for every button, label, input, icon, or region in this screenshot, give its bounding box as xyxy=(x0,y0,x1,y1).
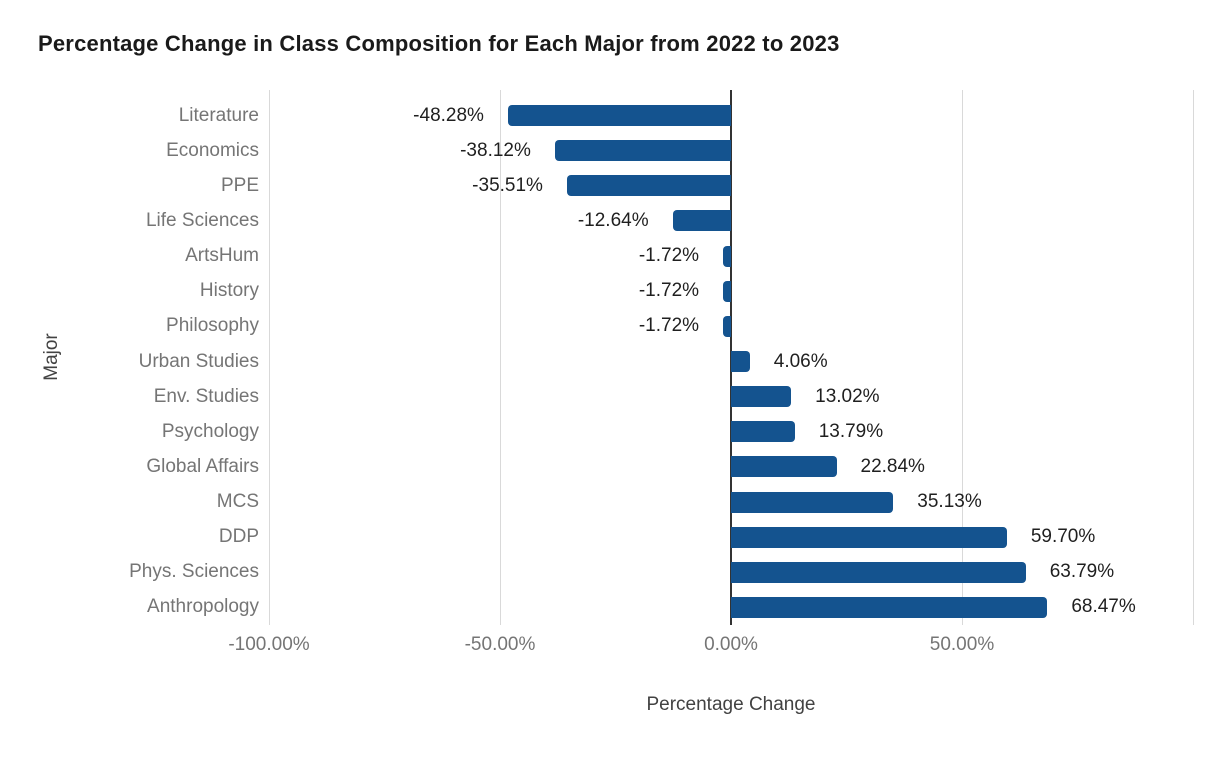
category-label: Phys. Sciences xyxy=(129,561,259,583)
bar-life-sciences[interactable] xyxy=(672,210,731,232)
bar-global-affairs[interactable] xyxy=(731,456,837,478)
bar-value-label: 35.13% xyxy=(917,491,982,513)
bar-urban-studies[interactable] xyxy=(731,351,750,372)
bar-economics[interactable] xyxy=(554,140,731,162)
bar-ddp[interactable] xyxy=(731,526,1007,548)
category-label: ArtsHum xyxy=(185,245,259,267)
bar-value-label: -38.12% xyxy=(460,139,531,161)
bar-value-label: -1.72% xyxy=(638,315,700,337)
bar-value-label: -1.72% xyxy=(638,280,700,302)
category-label: Anthropology xyxy=(147,596,259,618)
category-label: Global Affairs xyxy=(146,455,259,477)
bar-value-label: 13.79% xyxy=(818,420,884,442)
category-label: Psychology xyxy=(161,420,259,442)
gridline xyxy=(499,90,501,625)
bar-ppe[interactable] xyxy=(566,175,731,197)
bar-value-label: 59.70% xyxy=(1030,526,1096,548)
bar-value-label: 4.06% xyxy=(773,350,828,372)
category-label: PPE xyxy=(220,174,259,196)
bar-mcs[interactable] xyxy=(731,491,894,513)
bar-value-label: 13.02% xyxy=(815,385,880,407)
category-label: DDP xyxy=(218,526,259,548)
category-label: History xyxy=(199,280,259,302)
bar-value-label: 68.47% xyxy=(1071,596,1136,618)
bar-anthropology[interactable] xyxy=(731,596,1048,618)
category-label: Env. Studies xyxy=(153,385,259,407)
x-axis-tick-label: -100.00% xyxy=(228,634,310,655)
bar-env-studies[interactable] xyxy=(731,386,792,408)
gridline xyxy=(1192,90,1194,625)
chart-title: Percentage Change in Class Composition f… xyxy=(38,31,840,56)
x-axis-title: Percentage Change xyxy=(646,694,816,715)
bar-value-label: -1.72% xyxy=(638,245,700,267)
bar-artshum[interactable] xyxy=(723,245,731,267)
bar-philosophy[interactable] xyxy=(723,315,731,337)
gridline xyxy=(961,90,963,625)
bar-psychology[interactable] xyxy=(731,421,795,443)
bar-value-label: -12.64% xyxy=(577,209,649,231)
x-axis-tick-label: 0.00% xyxy=(704,634,758,655)
category-label: Urban Studies xyxy=(138,350,259,372)
bar-history[interactable] xyxy=(723,280,731,302)
category-label: Life Sciences xyxy=(145,209,259,231)
bar-phys-sciences[interactable] xyxy=(731,561,1026,583)
bar-value-label: -35.51% xyxy=(472,174,543,196)
plot-area: -100.00% -50.00% 0.00% 50.00% -48.28% Literat… xyxy=(129,90,1194,655)
category-label: Philosophy xyxy=(166,315,259,337)
bar-literature[interactable] xyxy=(507,105,731,127)
category-label: MCS xyxy=(216,491,259,513)
bar-value-label: 22.84% xyxy=(860,455,925,477)
bar-value-label: -48.28% xyxy=(413,104,484,126)
category-label: Literature xyxy=(178,104,259,126)
gridline xyxy=(268,90,270,625)
y-axis-title: Major xyxy=(41,333,62,381)
bar-value-label: 63.79% xyxy=(1049,561,1115,583)
x-axis-tick-label: -50.00% xyxy=(464,634,536,655)
x-axis-tick-label: 50.00% xyxy=(929,634,995,655)
category-label: Economics xyxy=(166,139,259,161)
